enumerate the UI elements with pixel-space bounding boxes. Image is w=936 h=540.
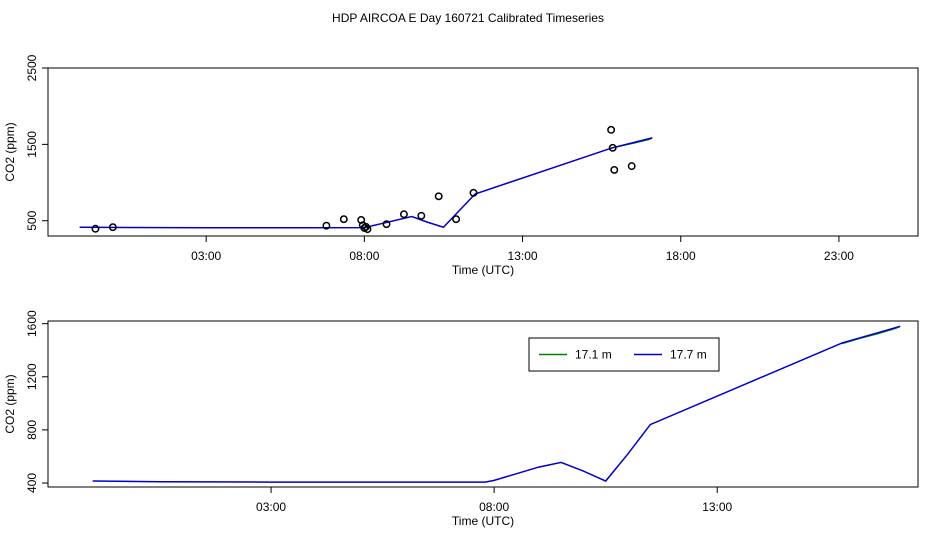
x-tick-label: 08:00 <box>479 500 509 514</box>
data-point <box>363 225 372 234</box>
data-point <box>434 192 443 201</box>
data-point <box>607 125 616 134</box>
y-tick-label: 500 <box>25 210 39 230</box>
data-point <box>322 221 331 230</box>
data-point <box>108 223 117 232</box>
x-tick-label: 03:00 <box>191 249 221 263</box>
legend-label: 17.7 m <box>670 348 707 362</box>
x-tick-label: 18:00 <box>666 249 696 263</box>
y-tick-label: 400 <box>25 473 39 493</box>
data-point <box>399 210 408 219</box>
x-tick-label: 23:00 <box>824 249 854 263</box>
y-tick-label: 2500 <box>25 54 39 81</box>
series-line-blue <box>92 325 901 483</box>
top-panel: 03:00 08:00 13:00 18:00 23:00 500 1500 2500 Time… <box>3 54 919 277</box>
y-tick-label: 1600 <box>25 310 39 337</box>
y-tick-label: 1500 <box>25 131 39 158</box>
x-axis-label: Time (UTC) <box>452 514 514 528</box>
data-point <box>382 220 391 229</box>
data-point <box>91 224 100 233</box>
data-point <box>610 165 619 174</box>
y-tick-label: 800 <box>25 420 39 440</box>
data-point <box>452 215 461 224</box>
plot-frame <box>47 320 919 488</box>
bottom-panel: 03:00 08:00 13:00 400 800 1200 1600 Time (UTC) C… <box>3 310 919 528</box>
x-tick-label: 03:00 <box>256 500 286 514</box>
data-point <box>627 162 636 171</box>
data-point <box>417 211 426 220</box>
x-axis-label: Time (UTC) <box>452 263 514 277</box>
data-point <box>469 188 478 197</box>
chart-title: HDP AIRCOA E Day 160721 Calibrated Times… <box>332 11 604 25</box>
x-tick-label: 08:00 <box>349 249 379 263</box>
series-line-blue <box>79 137 653 229</box>
y-tick-label: 1200 <box>25 363 39 390</box>
y-axis-label: CO2 (ppm) <box>3 374 17 433</box>
x-tick-label: 13:00 <box>702 500 732 514</box>
legend-label: 17.1 m <box>575 348 612 362</box>
data-point <box>608 143 617 152</box>
plot-frame <box>47 67 919 237</box>
y-axis-label: CO2 (ppm) <box>3 122 17 181</box>
x-tick-label: 13:00 <box>508 249 538 263</box>
data-point <box>339 215 348 224</box>
